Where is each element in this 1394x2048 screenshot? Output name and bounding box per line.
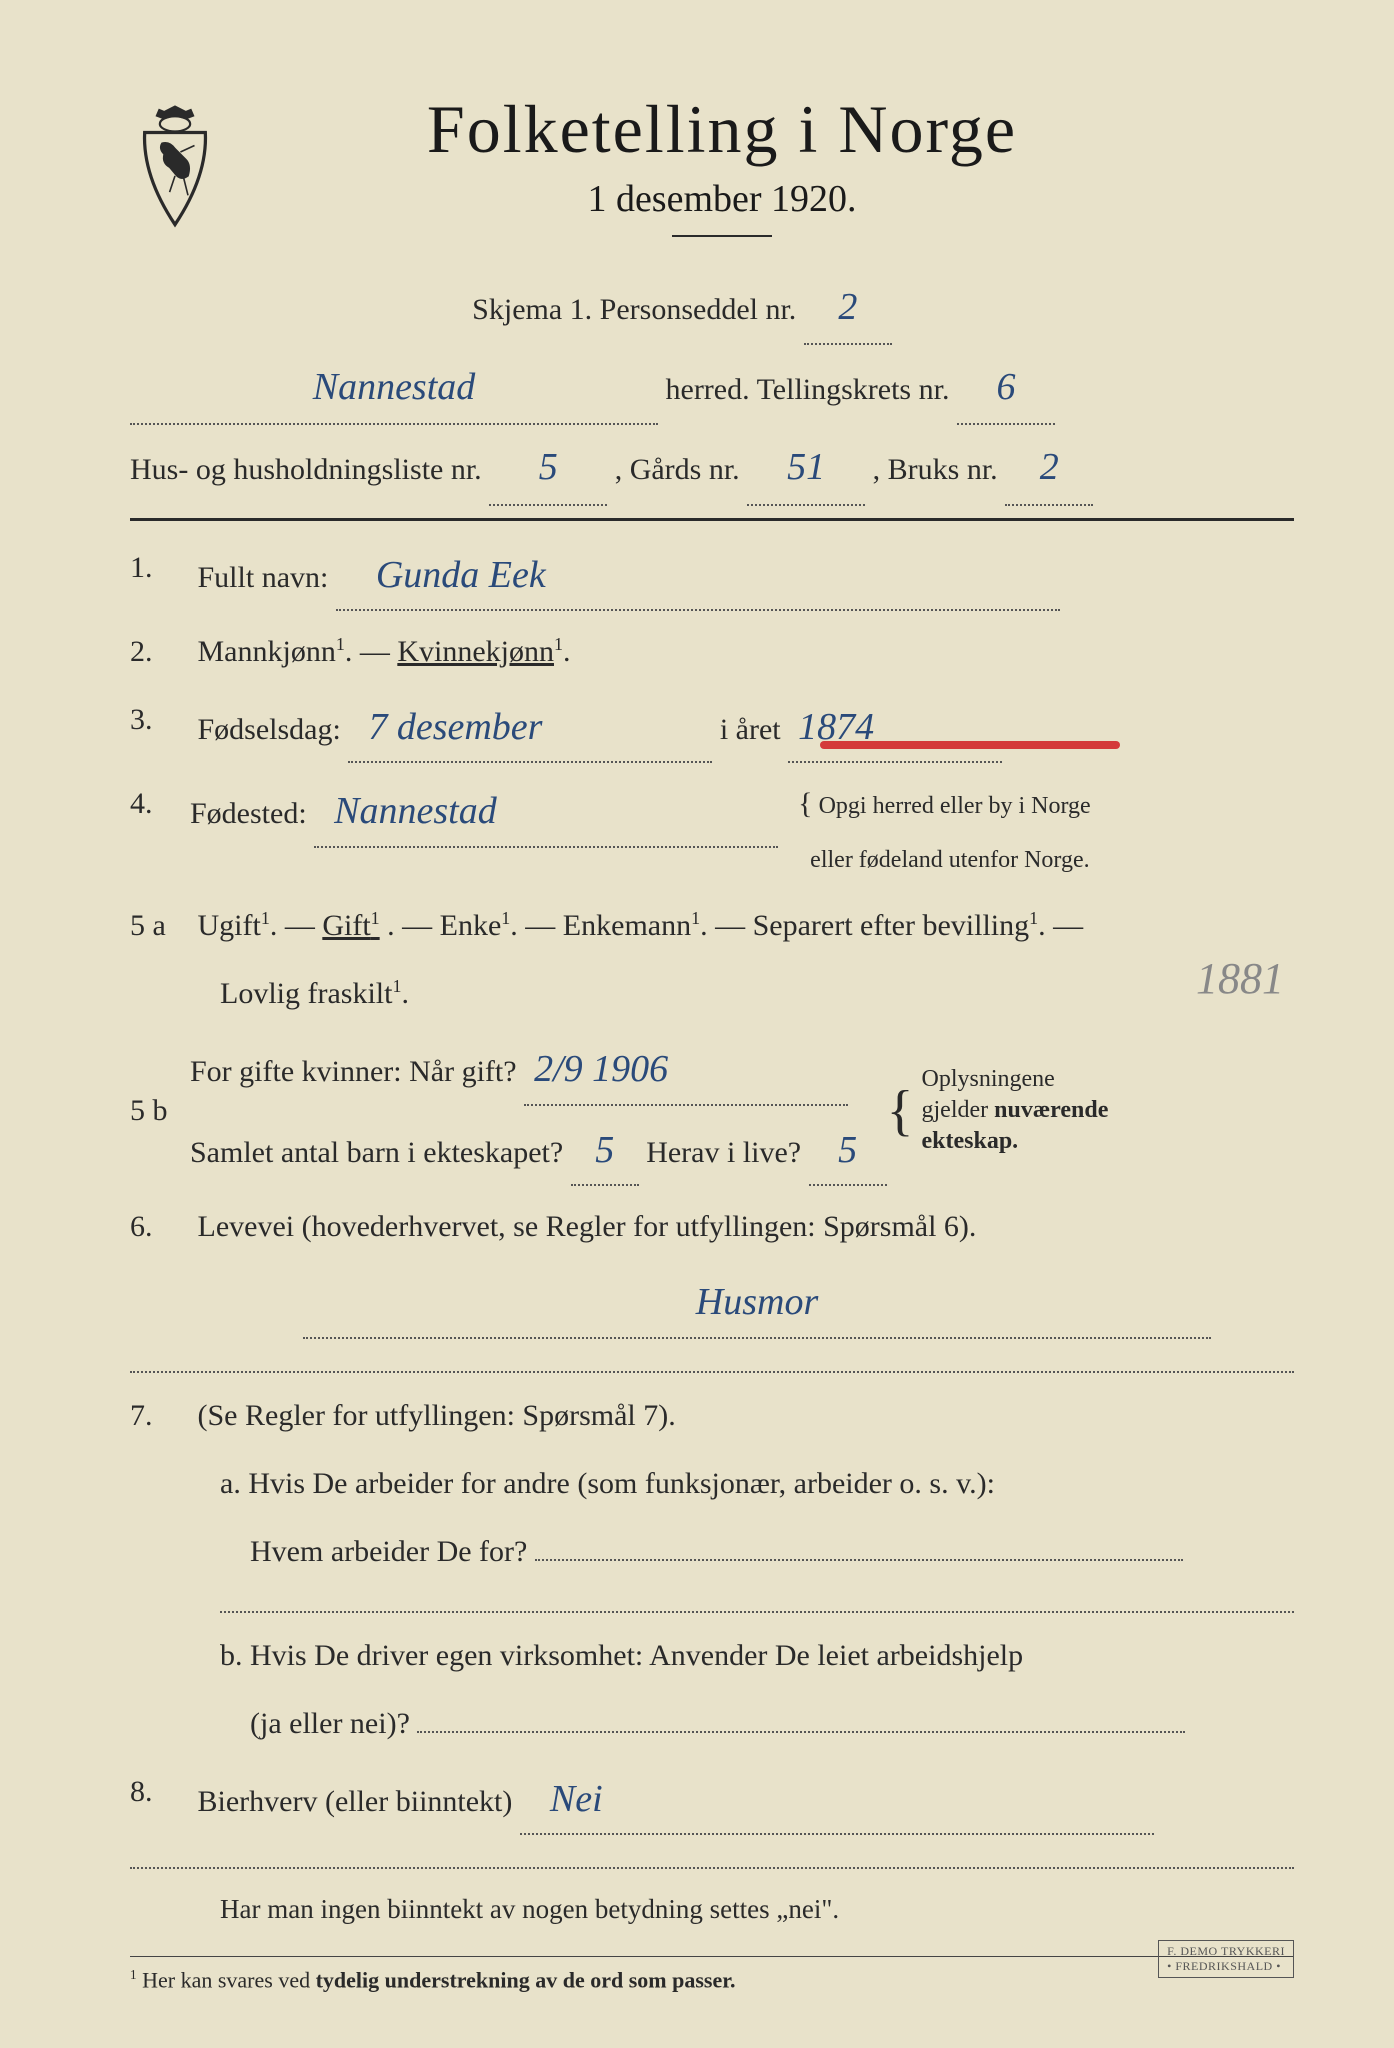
q6-row: 6. Levevei (hovederhvervet, se Regler fo… xyxy=(130,1200,1294,1254)
q7-row: 7. (Se Regler for utfyllingen: Spørsmål … xyxy=(130,1389,1294,1443)
q7b-sub-row: (ja eller nei)? xyxy=(130,1697,1294,1751)
bottom-note: Har man ingen biinntekt av nogen betydni… xyxy=(130,1885,1294,1934)
q2-female: Kvinnekjønn xyxy=(397,635,554,668)
q1-label: Fullt navn: xyxy=(198,561,329,594)
q5b-num: 5 b xyxy=(130,1084,190,1138)
q5a-row: 5 a Ugift1. — Gift1 . — Enke1. — Enkeman… xyxy=(130,899,1294,953)
q7b-sub: (ja eller nei)? xyxy=(250,1707,410,1740)
coat-of-arms-icon xyxy=(130,100,220,230)
q5b-sidenote: Oplysningene gjelder nuværende ekteskap. xyxy=(922,1064,1109,1158)
q8-label: Bierhverv (eller biinntekt) xyxy=(198,1785,513,1818)
q3-birthyear: 1874 xyxy=(788,693,1002,763)
red-underline xyxy=(820,741,1120,749)
husliste-nr: 5 xyxy=(489,431,607,505)
q2-num: 2. xyxy=(130,625,190,679)
herred-line: Nannestad herred. Tellingskrets nr. 6 xyxy=(130,351,1294,425)
gards-label: , Gårds nr. xyxy=(615,453,740,486)
q7-num: 7. xyxy=(130,1389,190,1443)
footnote: 1 Her kan svares ved tydelig understrekn… xyxy=(130,1967,1294,1993)
title-rule xyxy=(672,235,772,237)
q6-value-row: Husmor xyxy=(130,1268,1294,1338)
q7a-label: a. Hvis De arbeider for andre (som funks… xyxy=(220,1467,995,1500)
printer-stamp: F. DEMO TRYKKERI• FREDRIKSHALD • xyxy=(1158,1940,1294,1978)
q8-num: 8. xyxy=(130,1765,190,1819)
q2-male: Mannkjønn xyxy=(198,635,336,668)
q5b-l2a: Samlet antal barn i ekteskapet? xyxy=(190,1136,563,1169)
q5b-l2b: Herav i live? xyxy=(646,1136,801,1169)
q7a-sub: Hvem arbeider De for? xyxy=(250,1535,527,1568)
bruks-nr: 2 xyxy=(1005,431,1093,505)
q5b-children: 5 xyxy=(571,1116,639,1186)
q5b-l1: For gifte kvinner: Når gift? xyxy=(190,1055,517,1088)
q5b-note3: ekteskap. xyxy=(922,1128,1019,1154)
divider-top xyxy=(130,518,1294,521)
q3-num: 3. xyxy=(130,693,190,747)
personseddel-nr: 2 xyxy=(804,271,892,345)
q7-label: (Se Regler for utfyllingen: Spørsmål 7). xyxy=(198,1399,676,1432)
q5a-line2: Lovlig fraskilt1. xyxy=(220,977,409,1010)
census-form-page: Folketelling i Norge 1 desember 1920. Sk… xyxy=(0,0,1394,2048)
q5b-note1: Oplysningene xyxy=(922,1066,1055,1092)
brace-icon: { xyxy=(887,1097,914,1125)
main-title: Folketelling i Norge xyxy=(250,90,1194,169)
q4-side1: Opgi herred eller by i Norge xyxy=(819,793,1091,819)
q4-label: Fødested: xyxy=(190,797,307,830)
q5a-ugift: Ugift1. — xyxy=(198,909,323,942)
hus-prefix: Hus- og husholdningsliste nr. xyxy=(130,453,482,486)
q7a-row: a. Hvis De arbeider for andre (som funks… xyxy=(130,1457,1294,1511)
q8-value: Nei xyxy=(520,1765,1154,1835)
q6-label: Levevei (hovederhvervet, se Regler for u… xyxy=(198,1210,977,1243)
gards-nr: 51 xyxy=(747,431,865,505)
q5a-rest: . — Enke1. — Enkemann1. — Separert efter… xyxy=(387,909,1083,942)
hus-line: Hus- og husholdningsliste nr. 5 , Gårds … xyxy=(130,431,1294,505)
q3-label: Fødselsdag: xyxy=(198,713,341,746)
schema-line: Skjema 1. Personseddel nr. 2 xyxy=(130,271,1294,345)
q4-side2: eller fødeland utenfor Norge. xyxy=(810,847,1089,873)
q6-blank-line xyxy=(130,1369,1294,1373)
q5b-married-date: 2/9 1906 xyxy=(524,1035,848,1105)
q7b-value xyxy=(417,1731,1185,1733)
q5b-note2: gjelder xyxy=(922,1097,995,1123)
herred-suffix: herred. Tellingskrets nr. xyxy=(666,373,950,406)
q5a-pencil-year: 1881 xyxy=(1196,939,1284,1018)
bruks-label: , Bruks nr. xyxy=(873,453,998,486)
q8-blank xyxy=(130,1865,1294,1869)
divider-bottom xyxy=(130,1956,1294,1957)
subtitle: 1 desember 1920. xyxy=(250,177,1194,221)
q3-row: 3. Fødselsdag: 7 desember i året 1874 xyxy=(130,693,1294,763)
q1-row: 1. Fullt navn: Gunda Eek xyxy=(130,541,1294,611)
q5a-row2: Lovlig fraskilt1. xyxy=(130,967,1294,1021)
q5b-alive: 5 xyxy=(809,1116,887,1186)
q3-birthday: 7 desember xyxy=(348,693,712,763)
herred-value: Nannestad xyxy=(130,351,658,425)
q2-dash: — xyxy=(360,635,398,668)
q4-birthplace: Nannestad xyxy=(314,777,778,847)
schema-label: Skjema 1. Personseddel nr. xyxy=(472,293,796,326)
q6-occupation: Husmor xyxy=(303,1268,1211,1338)
q5a-num: 5 a xyxy=(130,899,190,953)
q5b-row: 5 b For gifte kvinner: Når gift? 2/9 190… xyxy=(130,1035,1294,1186)
tellingskrets-nr: 6 xyxy=(957,351,1055,425)
q7a-value xyxy=(535,1559,1183,1561)
q4-sidenote: { Opgi herred eller by i Norge eller fød… xyxy=(798,793,1091,873)
q7b-label: b. Hvis De driver egen virksomhet: Anven… xyxy=(220,1639,1023,1672)
q7a-blank xyxy=(220,1609,1294,1613)
q6-num: 6. xyxy=(130,1200,190,1254)
q3-mid: i året xyxy=(720,713,781,746)
q5a-gift: Gift1 xyxy=(322,909,379,942)
q7b-row: b. Hvis De driver egen virksomhet: Anven… xyxy=(130,1629,1294,1683)
q8-row: 8. Bierhverv (eller biinntekt) Nei xyxy=(130,1765,1294,1835)
title-block: Folketelling i Norge 1 desember 1920. xyxy=(250,90,1294,261)
q4-num: 4. xyxy=(130,777,190,831)
q4-row: 4. Fødested: Nannestad { Opgi herred ell… xyxy=(130,777,1294,885)
q5b-note2b: nuværende xyxy=(994,1097,1108,1123)
header: Folketelling i Norge 1 desember 1920. xyxy=(130,90,1294,261)
q7a-sub-row: Hvem arbeider De for? xyxy=(130,1525,1294,1579)
q2-row: 2. Mannkjønn1. — Kvinnekjønn1. xyxy=(130,625,1294,679)
q1-fullname: Gunda Eek xyxy=(336,541,1060,611)
q1-num: 1. xyxy=(130,541,190,595)
